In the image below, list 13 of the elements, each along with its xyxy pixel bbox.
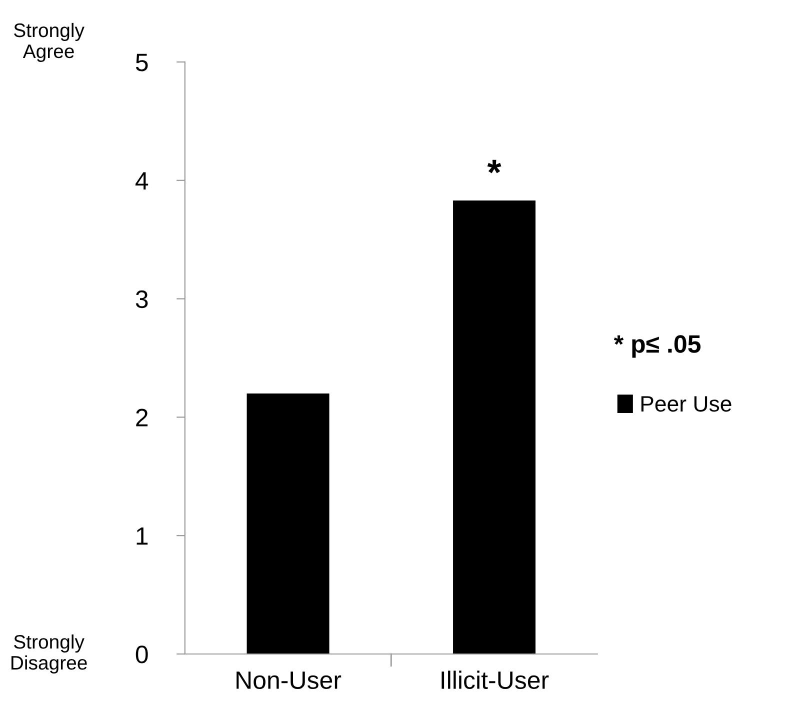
text: * p≤ .05 [614,335,701,358]
y-tick-label: 0 [136,646,148,664]
x-tick-label: Non-User [236,672,342,690]
annotation: * [487,160,502,174]
y-tick-label: 3 [136,290,148,308]
y-tick-label: 2 [136,408,148,426]
y-tick-label: 4 [135,172,148,190]
y-tick-label: 1 [136,527,148,545]
y-tick-label: 5 [136,54,148,72]
legend-label: Peer Use [641,396,732,412]
text: Strongly Disagree [12,634,87,674]
x-tick-label: Illicit-User [442,670,549,690]
text: Strongly Agree [14,22,84,62]
